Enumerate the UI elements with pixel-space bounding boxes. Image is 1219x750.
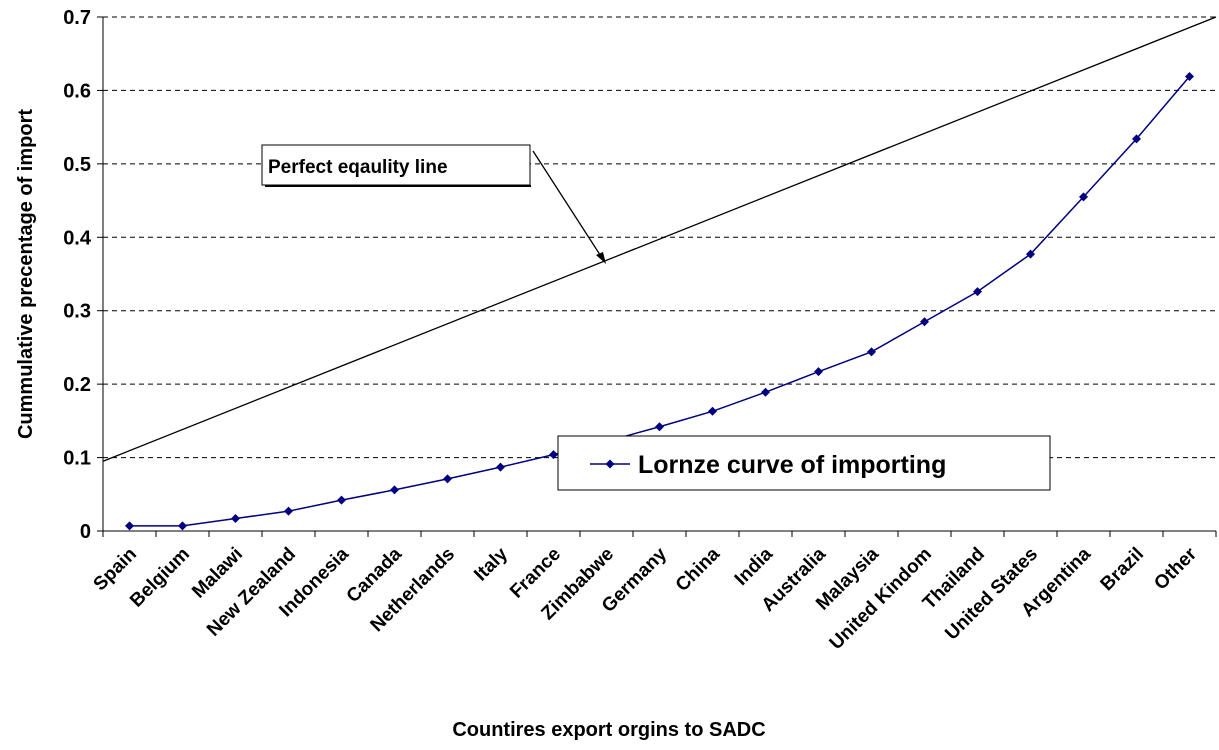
x-tick-label: Belgium: [126, 544, 194, 612]
x-tick-label: India: [731, 543, 778, 590]
point: [1026, 249, 1035, 259]
point: [496, 462, 505, 472]
y-tick-label: 0.2: [63, 374, 91, 396]
equality-line: [102, 16, 1217, 462]
x-tick-label: Spain: [90, 544, 141, 595]
point: [178, 521, 187, 531]
y-tick-label: 0.6: [63, 80, 91, 102]
y-tick-label: 0: [80, 521, 91, 543]
y-tick-label: 0.1: [63, 448, 91, 470]
legend-marker: [605, 459, 615, 469]
point: [337, 495, 346, 505]
point: [814, 367, 823, 377]
annotation-box: [261, 144, 531, 186]
x-axis-label: Countires export orgins to SADC: [452, 719, 765, 741]
point: [1079, 192, 1088, 202]
point: [443, 474, 452, 484]
y-tick-label: 0.7: [63, 7, 91, 29]
point: [655, 422, 664, 432]
y-tick-label: 0.3: [63, 301, 91, 323]
point: [1185, 71, 1194, 81]
point: [549, 450, 558, 460]
y-tick-label: 0.5: [63, 154, 91, 176]
annotation-text: Perfect eqaulity line: [268, 157, 448, 178]
point: [231, 514, 240, 524]
point: [973, 287, 982, 297]
x-tick-label: Italy: [470, 543, 512, 585]
point: [125, 521, 134, 531]
legend-box: [557, 435, 1051, 491]
x-tick-label: China: [672, 543, 724, 595]
point: [1132, 134, 1141, 144]
arrow-head: [596, 252, 606, 264]
x-tick-label: United States: [941, 544, 1042, 645]
point: [761, 387, 770, 397]
point: [284, 506, 293, 516]
point: [867, 347, 876, 357]
x-tick-label: Brazil: [1097, 544, 1148, 595]
y-axis-label: Cummulative precentage of import: [15, 109, 37, 439]
x-tick-label: Other: [1150, 543, 1201, 594]
annotation-arrow: [532, 150, 605, 262]
y-tick-label: 0.4: [63, 227, 92, 249]
legend-label: Lornze curve of importing: [638, 451, 946, 479]
point: [390, 485, 399, 495]
point: [708, 406, 717, 416]
point: [920, 317, 929, 327]
